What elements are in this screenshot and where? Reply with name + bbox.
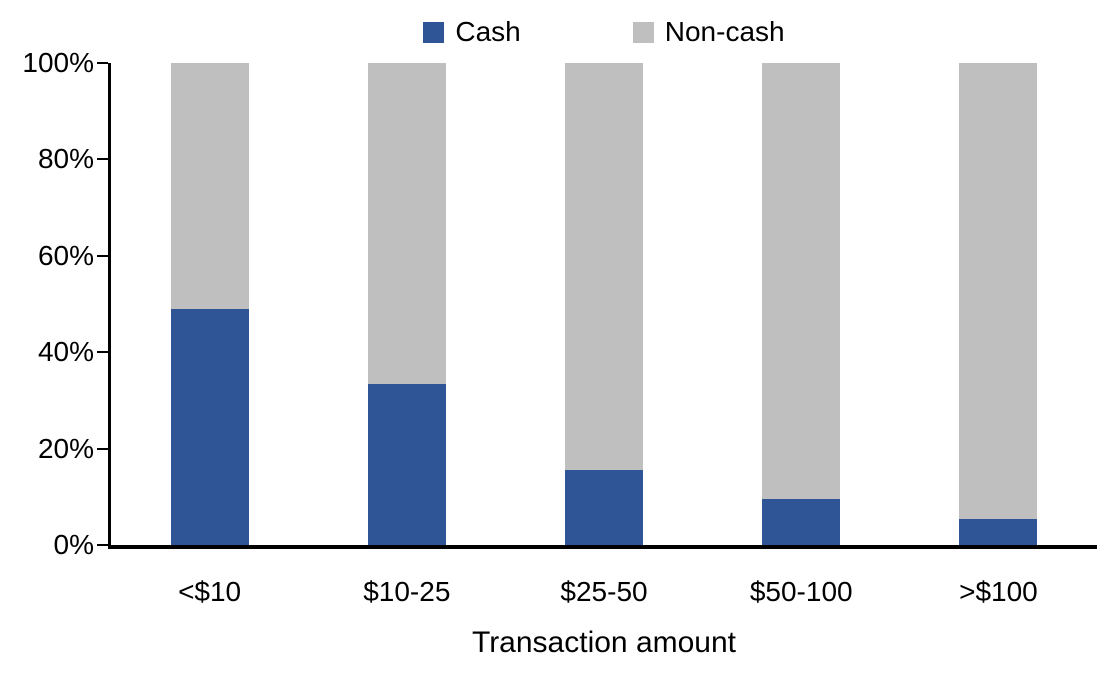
bar-segment-non-cash-50-100 <box>762 63 841 500</box>
y-tick-mark-100 <box>97 62 108 64</box>
x-tick-label-100: >$100 <box>959 576 1038 607</box>
x-tick-label-10-25: $10-25 <box>363 576 451 607</box>
bar-segment-cash-10 <box>170 308 249 545</box>
bar-slot-10-25 <box>308 63 505 545</box>
legend-item-non-cash: Non-cash <box>632 16 785 47</box>
bar-segment-non-cash-10-25 <box>367 63 446 384</box>
bar-25-50 <box>565 63 643 545</box>
bar-100 <box>959 63 1038 545</box>
bar-slot-25-50 <box>505 63 702 545</box>
bar-slot-10 <box>111 63 308 545</box>
y-tick-label-80: 80% <box>37 143 94 175</box>
y-tick-label-0: 0% <box>53 529 94 560</box>
y-tick-mark-40 <box>97 351 108 354</box>
y-tick-label-20: 20% <box>37 432 94 464</box>
bar-50-100 <box>762 63 841 545</box>
bar-segment-cash-50-100 <box>762 499 841 545</box>
bar-segment-non-cash-25-50 <box>565 63 643 471</box>
legend-swatch-cash <box>423 21 445 43</box>
x-tick-label-50-100: $50-100 <box>749 576 853 607</box>
y-axis-ticks <box>97 62 108 546</box>
legend-item-cash: Cash <box>423 16 521 47</box>
x-tick-label-25-50: $25-50 <box>560 576 648 607</box>
y-tick-label-100: 100% <box>22 47 94 78</box>
legend-label-cash: Cash <box>455 16 521 47</box>
bar-segment-non-cash-10 <box>170 63 249 309</box>
bar-segment-cash-10-25 <box>367 383 446 545</box>
y-tick-mark-80 <box>97 158 108 161</box>
y-tick-label-60: 60% <box>37 239 94 271</box>
bar-segment-non-cash-100 <box>959 63 1038 519</box>
y-tick-mark-20 <box>97 447 108 450</box>
legend-swatch-non-cash <box>632 21 654 43</box>
bar-slot-100 <box>900 63 1097 545</box>
x-tick-label-10: <$10 <box>178 576 242 607</box>
plot-area <box>108 63 1097 549</box>
x-axis-title: Transaction amount <box>471 626 737 659</box>
bar-segment-cash-25-50 <box>565 470 643 545</box>
legend-label-non-cash: Non-cash <box>664 16 785 47</box>
x-axis-labels: <$10 $10-25 $25-50 $50-100 >$100 <box>111 576 1097 608</box>
bar-segment-cash-100 <box>959 518 1038 545</box>
bar-10 <box>170 63 249 545</box>
bar-10-25 <box>367 63 446 545</box>
y-tick-mark-60 <box>97 254 108 257</box>
y-tick-label-40: 40% <box>37 336 94 368</box>
bar-slot-50-100 <box>703 63 900 545</box>
legend: Cash Non-cash <box>111 18 1097 46</box>
y-axis-labels: 0% 20% 40% 60% 80% 100% <box>0 49 94 559</box>
y-tick-mark-0 <box>97 544 108 546</box>
